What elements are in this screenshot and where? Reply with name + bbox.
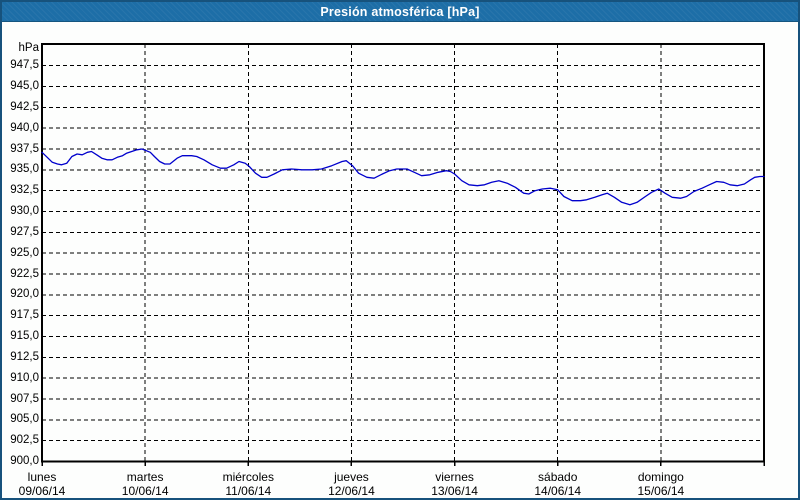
y-tick-label: 900,0 bbox=[10, 455, 39, 467]
x-date-label: 15/06/14 bbox=[637, 484, 685, 498]
x-day-label: lunes bbox=[27, 470, 57, 484]
y-tick-label: 927,5 bbox=[10, 225, 39, 238]
x-day-label: viernes bbox=[435, 470, 474, 484]
y-tick-label: 935,0 bbox=[10, 163, 39, 176]
y-tick-label: 942,5 bbox=[10, 100, 39, 113]
title-bar: Presión atmosférica [hPa] bbox=[2, 2, 798, 22]
x-date-label: 11/06/14 bbox=[225, 484, 272, 498]
x-date-label: 14/06/14 bbox=[534, 484, 582, 498]
y-tick-label: 912,5 bbox=[10, 350, 39, 363]
x-day-label: jueves bbox=[334, 470, 369, 484]
y-tick-label: 930,0 bbox=[10, 205, 39, 217]
y-tick-label: 915,0 bbox=[10, 330, 39, 342]
x-day-label: miércoles bbox=[222, 470, 274, 484]
x-date-label: 10/06/14 bbox=[121, 484, 169, 498]
y-tick-label: 937,5 bbox=[10, 142, 39, 155]
y-tick-label: 932,5 bbox=[10, 184, 39, 197]
y-tick-label: 902,5 bbox=[10, 434, 39, 447]
plot-svg bbox=[41, 43, 765, 466]
x-date-label: 13/06/14 bbox=[431, 484, 478, 498]
x-day-label: sábado bbox=[538, 470, 578, 484]
y-tick-label: 907,5 bbox=[10, 392, 39, 405]
x-date-label: 09/06/14 bbox=[18, 484, 66, 498]
y-tick-label: 910,0 bbox=[10, 371, 39, 384]
y-tick-label: 925,0 bbox=[10, 246, 39, 259]
x-date-label: 12/06/14 bbox=[328, 484, 375, 498]
y-tick-label: 920,0 bbox=[10, 288, 39, 301]
y-tick-label: 945,0 bbox=[10, 80, 39, 92]
y-tick-label: 905,0 bbox=[10, 413, 39, 426]
y-tick-label: 922,5 bbox=[10, 267, 39, 280]
y-tick-label: 917,5 bbox=[10, 309, 39, 322]
plot-frame bbox=[41, 43, 765, 463]
y-axis-unit-label: hPa bbox=[18, 42, 39, 54]
y-tick-label: 940,0 bbox=[10, 121, 39, 134]
x-day-label: domingo bbox=[637, 470, 684, 484]
y-tick-label: 947,5 bbox=[10, 59, 39, 72]
pressure-line bbox=[41, 148, 765, 206]
chart-area: hPa 947,5 945,0 942,5 940,0 937,5 935,0 932,5 9… bbox=[2, 23, 798, 498]
chart-title: Presión atmosférica [hPa] bbox=[320, 4, 480, 19]
x-day-label: martes bbox=[126, 470, 164, 484]
